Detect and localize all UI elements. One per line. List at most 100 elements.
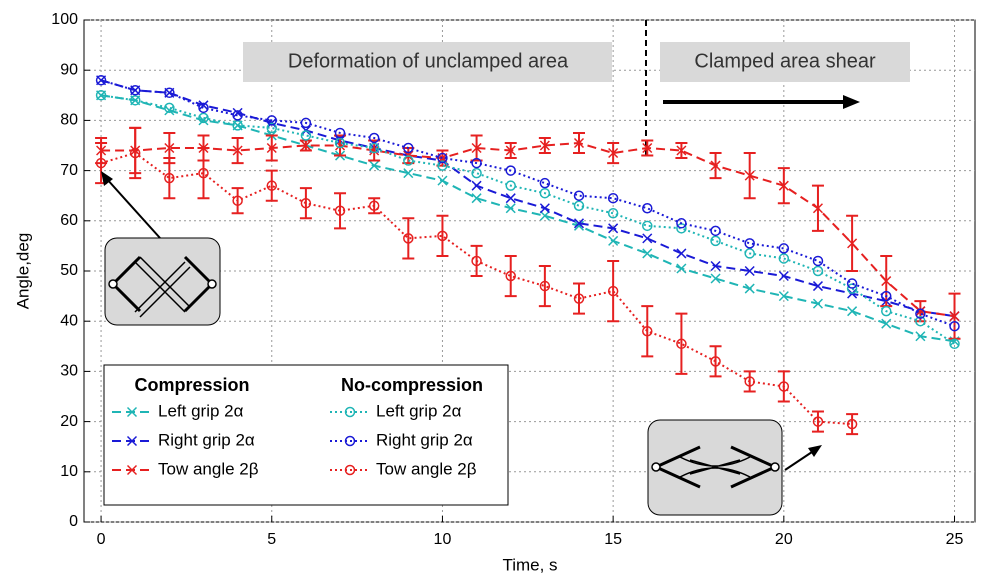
marker xyxy=(778,270,789,282)
marker xyxy=(126,464,138,476)
marker xyxy=(471,193,482,204)
marker xyxy=(232,120,243,131)
series xyxy=(95,126,859,436)
marker xyxy=(334,137,346,149)
marker xyxy=(505,193,516,204)
marker xyxy=(403,155,414,166)
marker xyxy=(915,315,926,327)
error-bar xyxy=(436,214,449,257)
error-bar xyxy=(538,264,551,308)
series xyxy=(95,74,960,332)
marker xyxy=(880,305,892,317)
marker xyxy=(607,192,619,204)
x-axis-title: Time, s xyxy=(502,555,557,574)
marker xyxy=(676,145,687,156)
y-tick-label: 100 xyxy=(51,11,78,28)
marker xyxy=(778,381,790,392)
inset-icon xyxy=(101,171,221,326)
marker xyxy=(880,290,892,302)
marker xyxy=(539,177,551,189)
x-tick-label: 20 xyxy=(775,531,793,548)
marker xyxy=(744,170,755,181)
marker xyxy=(915,308,926,319)
marker xyxy=(744,376,755,387)
y-tick-label: 60 xyxy=(60,212,78,229)
marker xyxy=(437,160,448,171)
marker xyxy=(949,320,960,332)
marker xyxy=(368,142,380,154)
marker xyxy=(710,260,721,272)
marker xyxy=(642,248,653,259)
marker xyxy=(471,180,482,191)
error-bar xyxy=(265,169,278,202)
legend-label: Left grip 2α xyxy=(158,401,244,420)
marker xyxy=(232,110,243,121)
legend-label: Tow angle 2β xyxy=(376,459,477,478)
marker xyxy=(539,187,551,199)
marker xyxy=(744,265,755,277)
y-tick-label: 70 xyxy=(60,162,78,179)
marker xyxy=(812,255,824,267)
x-tick-label: 5 xyxy=(267,531,276,548)
marker xyxy=(642,203,653,214)
series-group xyxy=(95,74,961,436)
marker xyxy=(573,293,585,304)
x-tick-label: 10 xyxy=(434,531,452,548)
error-bar xyxy=(846,413,859,436)
marker xyxy=(505,203,516,214)
marker xyxy=(471,255,482,267)
marker xyxy=(881,276,892,287)
marker xyxy=(778,243,790,254)
marker xyxy=(608,223,619,234)
legend: Compression No-compression Left grip 2α R… xyxy=(103,364,509,506)
arrow-head xyxy=(843,95,860,109)
marker xyxy=(846,283,858,294)
error-bar xyxy=(470,244,483,278)
marker xyxy=(95,90,107,101)
marker xyxy=(778,180,789,191)
marker xyxy=(164,87,175,99)
error-bar xyxy=(573,282,585,315)
marker xyxy=(300,117,312,129)
marker xyxy=(300,197,312,209)
y-axis-title: Angle,deg xyxy=(13,233,32,310)
series-line xyxy=(100,94,955,343)
marker xyxy=(198,167,209,179)
marker xyxy=(607,285,619,297)
marker xyxy=(126,435,138,447)
marker xyxy=(471,167,482,179)
marker xyxy=(95,74,107,86)
error-bar xyxy=(709,345,722,378)
y-tick-label: 10 xyxy=(60,463,78,480)
marker xyxy=(676,218,687,229)
marker xyxy=(164,172,175,184)
annotation-box xyxy=(243,42,612,82)
marker xyxy=(710,235,721,247)
marker xyxy=(676,248,687,259)
marker xyxy=(505,270,516,282)
annotation-box xyxy=(660,42,910,82)
marker xyxy=(812,281,823,292)
marker xyxy=(232,145,243,156)
inset-icon xyxy=(647,419,822,516)
marker xyxy=(573,218,585,229)
error-bar xyxy=(641,305,654,358)
marker xyxy=(710,356,721,367)
error-bar xyxy=(231,187,244,215)
marker xyxy=(129,147,141,159)
marker xyxy=(846,418,858,430)
y-tick-label: 30 xyxy=(60,363,78,380)
error-bar xyxy=(675,312,688,375)
y-tick-label: 90 xyxy=(60,61,78,78)
error-bar xyxy=(811,410,824,433)
marker xyxy=(710,225,721,237)
marker xyxy=(266,122,278,134)
marker xyxy=(369,160,380,171)
marker xyxy=(710,160,721,171)
error-bar xyxy=(402,217,415,260)
series xyxy=(95,90,960,350)
error-bar xyxy=(299,187,312,220)
legend-items: Left grip 2α Right grip 2α Tow angle 2β Lef… xyxy=(112,401,477,478)
error-bar xyxy=(197,147,210,200)
y-tick-label: 40 xyxy=(60,312,78,329)
